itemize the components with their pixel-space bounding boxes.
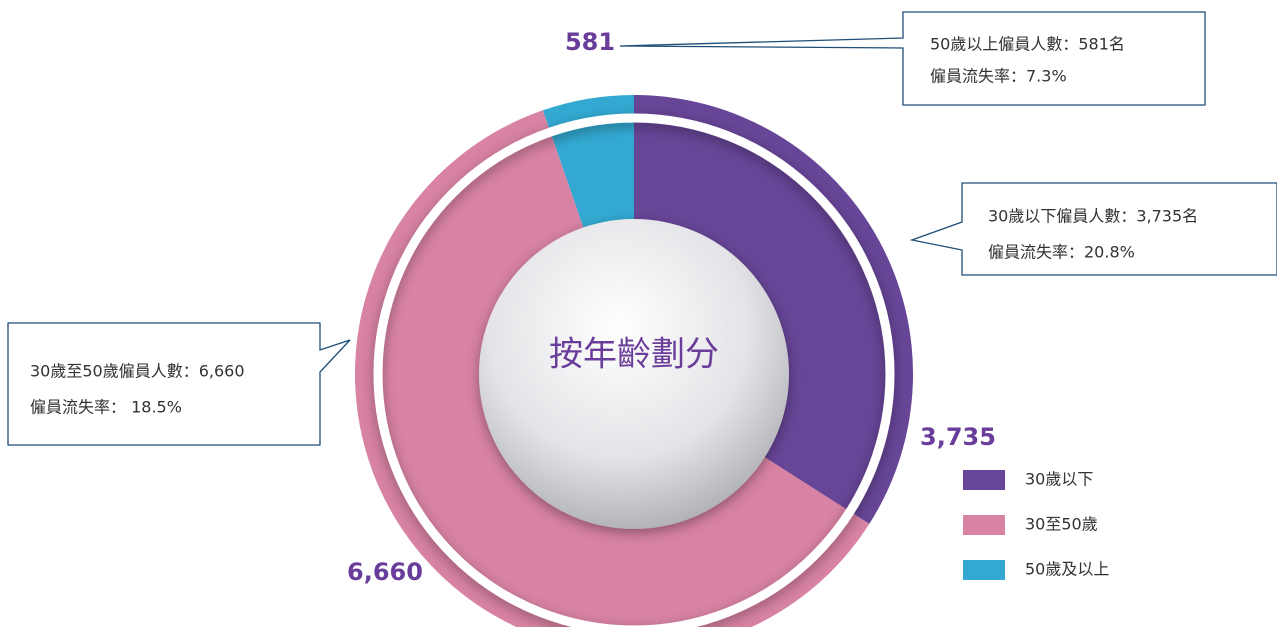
legend-label: 30歲以下 (1025, 470, 1093, 489)
center-disc (479, 219, 789, 529)
legend-label: 50歲及以上 (1025, 560, 1109, 579)
legend: 30歲以下 30至50歲 50歲及以上 (963, 470, 1109, 580)
legend-label: 30至50歲 (1025, 515, 1098, 534)
callout-text: 30歲至50歲僱員人數：6,660 (30, 362, 245, 381)
data-label: 6,660 (347, 558, 423, 586)
callout-box (619, 11, 1206, 106)
callout-text: 僱員流失率： 18.5% (30, 398, 182, 417)
center-title: 按年齡劃分 (549, 335, 719, 375)
legend-swatch (963, 515, 1005, 535)
data-label: 3,735 (920, 423, 996, 451)
callout-text: 僱員流失率：20.8% (988, 243, 1135, 262)
legend-swatch (963, 470, 1005, 490)
callout-text: 50歲以上僱員人數：581名 (930, 35, 1125, 54)
legend-swatch (963, 560, 1005, 580)
data-label: 581 (565, 28, 615, 56)
callout-box (909, 182, 1277, 276)
white-ring (373, 113, 895, 627)
callout-text: 30歲以下僱員人數：3,735名 (988, 207, 1198, 226)
callout-box (7, 322, 351, 446)
callout-text: 僱員流失率：7.3% (930, 67, 1067, 86)
